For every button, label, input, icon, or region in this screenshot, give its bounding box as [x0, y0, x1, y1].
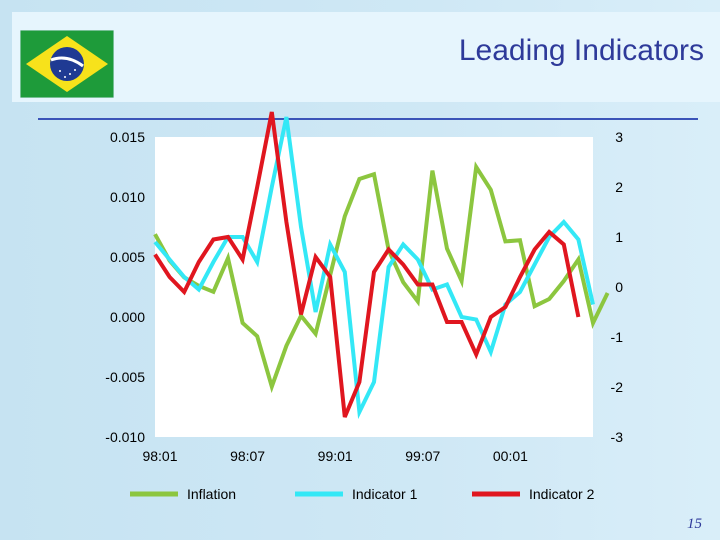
x-tick-label: 98:01 [142, 448, 177, 464]
legend-label-2: Indicator 1 [352, 486, 418, 502]
legend-label-3: Indicator 2 [529, 486, 595, 502]
right-tick-label: 3 [615, 129, 623, 145]
x-tick-label: 99:01 [318, 448, 353, 464]
right-tick-label: 0 [615, 279, 623, 295]
slide-title: Leading Indicators [458, 34, 704, 67]
left-tick-label: 0.005 [110, 249, 145, 265]
legend: Inflation Indicator 1 Indicator 2 [130, 486, 595, 502]
right-tick-label: 2 [615, 179, 623, 195]
right-tick-label: -2 [611, 379, 624, 395]
left-tick-label: 0.015 [110, 129, 145, 145]
right-tick-label: 1 [615, 229, 623, 245]
left-tick-label: -0.010 [105, 429, 145, 445]
x-tick-label: 00:01 [493, 448, 528, 464]
series-line-3 [153, 111, 581, 418]
series-line-1 [153, 161, 610, 394]
left-tick-label: -0.005 [105, 369, 145, 385]
series-lines [153, 111, 610, 420]
left-axis-ticks: 0.015 0.010 0.005 0.000 -0.005 -0.010 [105, 129, 145, 445]
left-tick-label: 0.010 [110, 189, 145, 205]
page-number: 15 [687, 516, 702, 532]
x-tick-label: 99:07 [405, 448, 440, 464]
x-axis-ticks: 98:01 98:07 99:01 99:07 00:01 [142, 448, 528, 464]
right-tick-label: -1 [611, 329, 624, 345]
right-tick-label: -3 [611, 429, 624, 445]
brazil-flag-icon [20, 30, 114, 98]
x-tick-label: 98:07 [230, 448, 265, 464]
legend-label-1: Inflation [187, 486, 236, 502]
right-axis-ticks: 3 2 1 0 -1 -2 -3 [611, 129, 624, 445]
title-underline [38, 118, 698, 120]
title-bar [12, 12, 720, 102]
left-tick-label: 0.000 [110, 309, 145, 325]
